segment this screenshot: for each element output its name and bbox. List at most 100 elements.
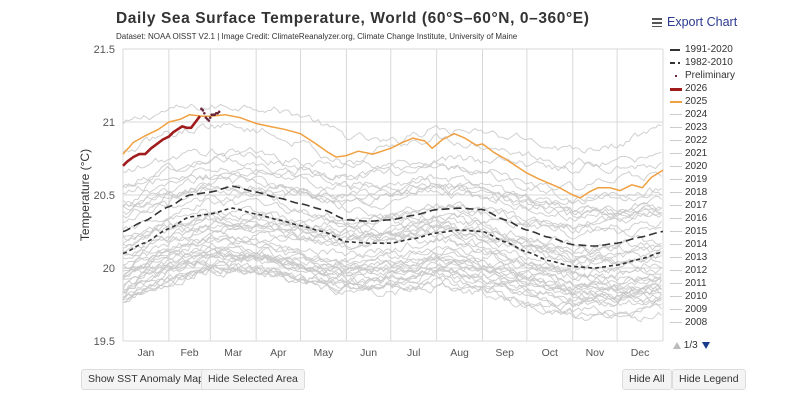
legend-label: 2008 [685, 317, 708, 328]
year-line-2007 [122, 211, 662, 285]
legend-label: 2020 [685, 161, 708, 172]
x-tick-label: Sep [495, 347, 514, 359]
x-tick-label: Nov [586, 347, 605, 359]
legend-swatch-icon [670, 279, 682, 289]
y-tick-label: 21.5 [94, 44, 115, 56]
x-tick-label: Jun [360, 347, 377, 359]
year-line-2006 [122, 220, 662, 260]
legend-item-2017[interactable]: 2017 [670, 199, 780, 212]
year-line-1986 [122, 264, 662, 304]
legend-item-2018[interactable]: 2018 [670, 186, 780, 199]
legend-item-2013[interactable]: 2013 [670, 251, 780, 264]
legend-label: 2018 [685, 187, 708, 198]
legend-swatch-icon [670, 71, 682, 81]
legend-label: 2026 [685, 83, 708, 94]
hamburger-menu-icon [652, 16, 662, 29]
preliminary-point [203, 111, 206, 115]
legend-swatch-icon [670, 266, 682, 276]
year-line-2018 [122, 181, 662, 219]
year-line-1994 [122, 245, 662, 287]
hide-selected-area-button[interactable]: Hide Selected Area [201, 369, 305, 390]
legend-swatch-icon [670, 201, 682, 211]
legend-item-2021[interactable]: 2021 [670, 147, 780, 160]
legend-label: 2019 [685, 174, 708, 185]
year-line-2024 [122, 103, 662, 175]
legend-item-2023[interactable]: 2023 [670, 121, 780, 134]
legend-swatch-icon [670, 227, 682, 237]
x-tick-label: Oct [542, 347, 558, 359]
legend-item-2008[interactable]: 2008 [670, 316, 780, 329]
x-tick-label: Mar [224, 347, 243, 359]
legend-item-2026[interactable]: 2026 [670, 82, 780, 95]
legend-item-2022[interactable]: 2022 [670, 134, 780, 147]
year-line-2017 [123, 167, 662, 220]
x-tick-label: Feb [181, 347, 199, 359]
legend-swatch-icon [670, 136, 682, 146]
show-sst-anomaly-map-button[interactable]: Show SST Anomaly Map [81, 369, 211, 390]
legend-swatch-icon [670, 123, 682, 133]
hide-legend-button[interactable]: Hide Legend [672, 369, 746, 390]
year-line-1991 [122, 254, 662, 294]
year-line-1983 [122, 245, 662, 308]
year-line-2010 [122, 171, 662, 263]
legend-label: 2022 [685, 135, 708, 146]
y-tick-label: 20 [103, 263, 115, 275]
x-tick-label: May [314, 347, 335, 359]
legend-label: 2012 [685, 265, 708, 276]
legend-swatch-icon [670, 58, 682, 68]
legend-label: 2014 [685, 239, 708, 250]
legend-item-2010[interactable]: 2010 [670, 290, 780, 303]
hide-all-button[interactable]: Hide All [622, 369, 672, 390]
legend-swatch-icon [670, 240, 682, 250]
year-line-1993 [122, 251, 662, 294]
legend-label: 2023 [685, 122, 708, 133]
y-axis-tick-labels: 19.5 20 20.5 21 21.5 [94, 44, 115, 348]
preliminary-point [217, 110, 221, 114]
legend-item-2020[interactable]: 2020 [670, 160, 780, 173]
legend-item-2025[interactable]: 2025 [670, 95, 780, 108]
year-line-1992 [122, 237, 662, 311]
legend-page-down-arrow-icon[interactable] [702, 342, 711, 349]
export-chart-button[interactable]: Export Chart [652, 15, 737, 29]
legend-page-up-arrow-icon[interactable] [673, 342, 681, 349]
chart-title: Daily Sea Surface Temperature, World (60… [116, 10, 590, 27]
legend-swatch-icon [670, 253, 682, 263]
legend-swatch-icon [670, 84, 682, 94]
legend-item-2012[interactable]: 2012 [670, 264, 780, 277]
year-line-2001 [122, 226, 662, 272]
legend-item-1991-2020[interactable]: 1991-2020 [670, 43, 780, 56]
legend-swatch-icon [670, 110, 682, 120]
legend-swatch-icon [670, 175, 682, 185]
legend-item-2011[interactable]: 2011 [670, 277, 780, 290]
preliminary-point [208, 116, 212, 119]
legend-item-1982-2010[interactable]: 1982-2010 [670, 56, 780, 69]
legend-label: 2016 [685, 213, 708, 224]
series-2025-line [122, 113, 664, 199]
legend-item-2019[interactable]: 2019 [670, 173, 780, 186]
legend-item-2016[interactable]: 2016 [670, 212, 780, 225]
chart-legend: 1991-2020 1982-2010 Preliminary 2026 2025 202… [670, 43, 780, 329]
legend-label: 2024 [685, 109, 708, 120]
series-2026-line [122, 115, 201, 167]
legend-item-2024[interactable]: 2024 [670, 108, 780, 121]
legend-item-2015[interactable]: 2015 [670, 225, 780, 238]
year-line-2005 [122, 213, 662, 266]
background-year-lines [122, 103, 662, 323]
legend-label: 2015 [685, 226, 708, 237]
year-line-2022 [122, 175, 662, 222]
legend-item-2014[interactable]: 2014 [670, 238, 780, 251]
year-line-2020 [122, 148, 662, 219]
year-line-2004 [122, 220, 662, 263]
preliminary-point [201, 109, 205, 112]
legend-label: 2013 [685, 252, 708, 263]
year-line-1982 [122, 265, 662, 300]
legend-swatch-icon [670, 162, 682, 172]
year-line-1987 [122, 246, 662, 295]
y-tick-label: 21 [103, 117, 115, 129]
year-line-1981 [122, 263, 662, 307]
legend-label: Preliminary [685, 70, 736, 81]
year-line-1998 [122, 186, 662, 283]
legend-item-2009[interactable]: 2009 [670, 303, 780, 316]
legend-item-preliminary[interactable]: Preliminary [670, 69, 780, 82]
